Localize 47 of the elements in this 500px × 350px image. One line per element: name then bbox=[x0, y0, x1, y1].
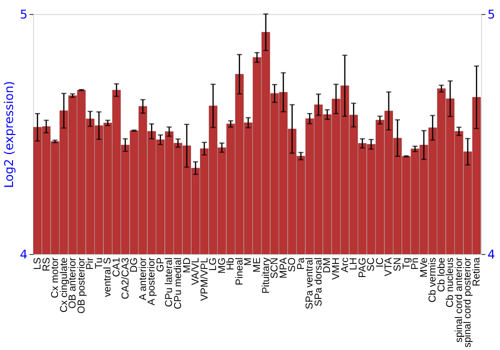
x-tick-label: spinal cord anterior bbox=[454, 256, 465, 343]
x-tick-label: M bbox=[243, 258, 254, 266]
x-tick-label: MVe bbox=[418, 257, 430, 278]
x-tick-label: DM bbox=[322, 258, 334, 274]
x-tick-label: GP bbox=[155, 257, 166, 272]
x-tick-label: SC bbox=[366, 258, 378, 272]
x-tick-label: RS bbox=[41, 257, 52, 272]
y2-tick-label: 5 bbox=[488, 8, 496, 22]
x-tick-label: VPM/VPL bbox=[199, 257, 210, 301]
x-tick-label: Hb bbox=[226, 257, 237, 270]
x-tick-label: Tu bbox=[94, 258, 105, 269]
x-tick-label: CA2/CA3 bbox=[120, 257, 132, 300]
x-tick-label: CA1 bbox=[112, 257, 123, 277]
x-tick-label: LS bbox=[32, 257, 44, 270]
x-tick-label: LG bbox=[208, 257, 220, 271]
x-tick-label: ME bbox=[252, 257, 263, 272]
x-tick-label: Pir bbox=[85, 256, 96, 270]
y-axis-title: Log2 (expression) bbox=[2, 81, 16, 188]
x-tick-label: SPa dorsal bbox=[313, 258, 324, 306]
y2-tick-label: 4 bbox=[488, 248, 496, 262]
x-tick-label: SCN bbox=[270, 258, 281, 279]
x-tick-label: PAG bbox=[357, 257, 368, 278]
x-tick-label: Cb nucleus bbox=[445, 258, 456, 308]
x-tick-label: VMH bbox=[331, 258, 342, 280]
x-tick-label: Tg bbox=[401, 258, 412, 270]
x-tick-label: SO bbox=[287, 257, 298, 272]
x-tick-label: Pineal bbox=[234, 258, 246, 286]
x-tick-label: SN bbox=[392, 258, 404, 272]
x-tick-label: Cb lobe bbox=[436, 257, 448, 292]
x-tick-label: OB posterior bbox=[76, 256, 88, 314]
x-tick-label: MPA bbox=[278, 257, 290, 278]
x-tick-label: DG bbox=[129, 257, 140, 272]
x-tick-label: Retina bbox=[472, 257, 483, 286]
x-tick-label: spinal cord posterior bbox=[462, 256, 474, 348]
x-tick-label: Pa bbox=[296, 257, 307, 270]
x-tick-label: A anterior bbox=[138, 256, 149, 300]
x-tick-label: VTA bbox=[384, 257, 395, 276]
x-tick-label: Cx cingulate bbox=[58, 257, 70, 313]
x-tick-label: Pn bbox=[410, 258, 422, 270]
x-tick-label: IC bbox=[374, 258, 386, 268]
x-tick-label: Arc bbox=[340, 258, 351, 272]
x-tick-label: Pituitary bbox=[260, 258, 272, 294]
x-tick-label: A posterior bbox=[146, 256, 158, 306]
x-tick-label: CPu medial bbox=[172, 258, 184, 310]
x-tick-label: ventral S bbox=[102, 257, 114, 297]
x-tick-label: LH bbox=[348, 258, 360, 270]
x-tick-label: OB anterior bbox=[68, 256, 79, 309]
